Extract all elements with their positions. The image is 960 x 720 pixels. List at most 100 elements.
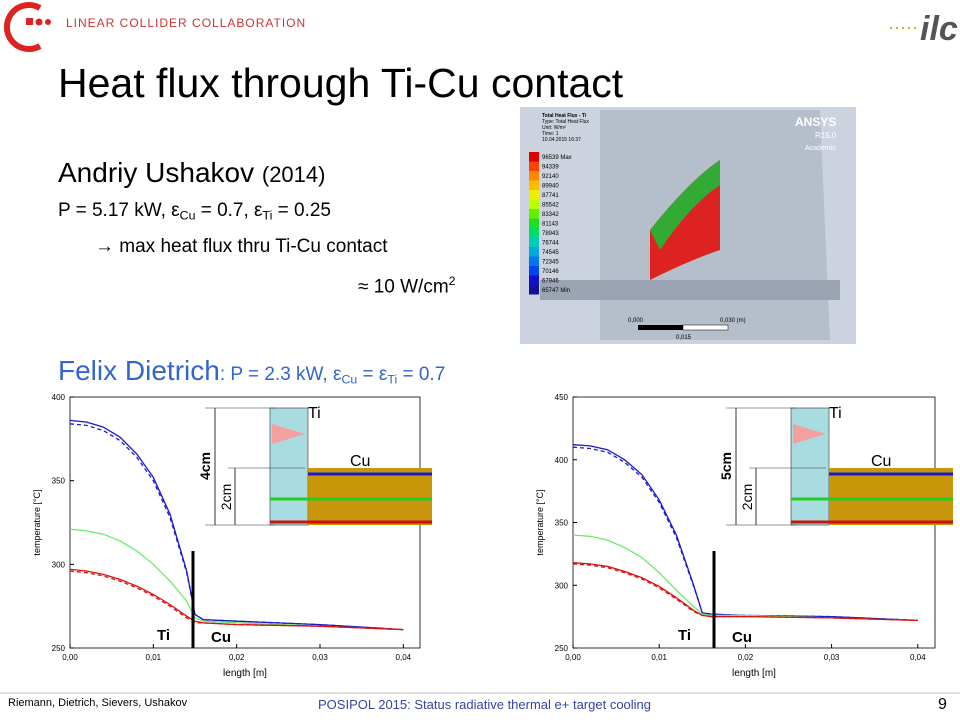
text-part: 2 bbox=[448, 274, 456, 288]
ansys-legend-swatch bbox=[529, 247, 539, 257]
inset-label: Ti bbox=[308, 405, 321, 422]
series-line bbox=[69, 570, 404, 631]
ansys-legend-swatch bbox=[529, 180, 539, 190]
ansys-legend-swatch bbox=[529, 161, 539, 171]
text-part: = ε bbox=[357, 364, 388, 385]
series-line bbox=[69, 568, 404, 631]
text-part: P = 5.17 kW, ε bbox=[58, 200, 180, 221]
text-part: = 0.25 bbox=[272, 200, 331, 221]
ansys-legend-label: 76744 bbox=[542, 241, 559, 247]
logo-dot bbox=[45, 19, 51, 25]
inset-beam bbox=[272, 424, 305, 444]
logo-c bbox=[3, 2, 42, 52]
ansys-contact bbox=[650, 160, 720, 250]
ansys-brand: ANSYS bbox=[795, 115, 836, 129]
ansys-legend-swatch bbox=[529, 266, 539, 276]
inset-beam bbox=[793, 424, 826, 444]
ansys-legend-label: 78943 bbox=[542, 231, 559, 237]
ansys-legend-swatch bbox=[529, 275, 539, 285]
parameters: P = 5.17 kW, εCu = 0.7, εTi = 0.25 bbox=[58, 200, 331, 223]
ansys-info: Unit: W/m² bbox=[542, 125, 566, 131]
inset-label: 2cm bbox=[739, 484, 755, 510]
x-tick-label: 0,03 bbox=[312, 653, 328, 662]
ansys-legend-swatch bbox=[529, 190, 539, 200]
x-tick-label: 0,02 bbox=[738, 653, 754, 662]
ansys-legend-label: 65747 Min bbox=[542, 288, 570, 294]
logo-dot bbox=[26, 18, 33, 25]
ansys-scale-bar bbox=[638, 325, 683, 330]
ansys-info: Type: Total Heat Flux bbox=[542, 119, 589, 125]
x-tick-label: 0,03 bbox=[824, 653, 840, 662]
x-tick-label: 0,00 bbox=[62, 653, 78, 662]
text-part: ≈ 10 W/cm bbox=[358, 276, 449, 298]
y-tick-label: 400 bbox=[555, 456, 569, 465]
text-part: : P = 2.3 kW, ε bbox=[219, 364, 342, 385]
text-part: Ti bbox=[262, 208, 273, 223]
y-tick-label: 250 bbox=[52, 644, 66, 653]
ansys-legend-swatch bbox=[529, 285, 539, 295]
inset-cu bbox=[308, 468, 432, 525]
logo-dot bbox=[35, 18, 43, 26]
text-part: Cu bbox=[179, 208, 196, 223]
ansys-edition: Academic bbox=[805, 145, 836, 152]
ansys-geometry bbox=[540, 280, 840, 300]
x-axis-title: length [m] bbox=[732, 668, 776, 679]
ansys-info: 10.04.2015 16:37 bbox=[542, 137, 581, 143]
parameters: : P = 2.3 kW, εCu = εTi = 0.7 bbox=[219, 364, 446, 387]
annotation: Ti bbox=[678, 627, 691, 644]
text-part: = 0.7 bbox=[397, 364, 446, 385]
annotation: Cu bbox=[732, 629, 752, 646]
ansys-scale-label: 0,000 bbox=[628, 318, 644, 324]
text-part: Cu bbox=[341, 372, 358, 387]
inset-cu bbox=[829, 468, 953, 525]
ansys-legend-label: 96539 Max bbox=[542, 155, 572, 161]
x-tick-label: 0,02 bbox=[229, 653, 245, 662]
ansys-legend-label: 74545 bbox=[542, 250, 559, 256]
series-line bbox=[572, 446, 918, 622]
inset-label: 4cm bbox=[197, 452, 213, 480]
series-line bbox=[69, 528, 404, 631]
ansys-legend-label: 81143 bbox=[542, 222, 559, 228]
organization: LINEAR COLLIDER COLLABORATION bbox=[66, 16, 306, 30]
author-name: Felix Dietrich bbox=[58, 355, 220, 386]
y-axis-title: temperature [°C] bbox=[535, 489, 545, 555]
y-tick-label: 300 bbox=[52, 560, 66, 569]
y-tick-label: 350 bbox=[52, 477, 66, 486]
footer-authors: Riemann, Dietrich, Sievers, Ushakov bbox=[8, 697, 188, 709]
ansys-legend-swatch bbox=[529, 171, 539, 181]
ansys-legend-swatch bbox=[529, 209, 539, 219]
annotation: Cu bbox=[211, 629, 231, 646]
x-tick-label: 0,00 bbox=[565, 653, 581, 662]
y-tick-label: 450 bbox=[555, 393, 569, 402]
ansys-legend-label: 67946 bbox=[542, 279, 559, 285]
author: Andriy Ushakov (2014) bbox=[58, 157, 325, 189]
ansys-legend-label: 89940 bbox=[542, 184, 559, 190]
ansys-legend-label: 85542 bbox=[542, 203, 559, 209]
ansys-info: Time: 1 bbox=[542, 131, 559, 137]
y-tick-label: 300 bbox=[555, 581, 569, 590]
inset-label: Cu bbox=[350, 453, 370, 470]
ansys-legend-swatch bbox=[529, 237, 539, 247]
ansys-info: Total Heat Flux - Ti bbox=[542, 113, 587, 119]
text-part: Ti bbox=[387, 372, 398, 387]
ansys-legend-label: 72345 bbox=[542, 260, 559, 266]
result: → max heat flux thru Ti-Cu contact bbox=[95, 236, 388, 257]
ansys-version: R15.0 bbox=[815, 131, 837, 140]
ansys-scale-label: 0,015 bbox=[676, 335, 692, 341]
series-line bbox=[69, 423, 404, 631]
x-tick-label: 0,01 bbox=[651, 653, 667, 662]
ansys-scale-bar bbox=[682, 324, 729, 331]
y-tick-label: 400 bbox=[52, 393, 66, 402]
slide-title: Heat flux through Ti-Cu contact bbox=[58, 60, 624, 106]
y-axis-title: temperature [°C] bbox=[32, 489, 42, 555]
author-name: Andriy Ushakov bbox=[58, 157, 255, 188]
ansys-legend-swatch bbox=[529, 152, 539, 162]
ansys-legend-swatch bbox=[529, 228, 539, 238]
page-number: 9 bbox=[938, 696, 947, 713]
inset-label: Ti bbox=[829, 405, 842, 422]
ansys-legend-label: 70146 bbox=[542, 269, 559, 275]
inset-label: Cu bbox=[871, 453, 891, 470]
inset-label: 2cm bbox=[218, 484, 234, 510]
x-axis-title: length [m] bbox=[223, 668, 267, 679]
